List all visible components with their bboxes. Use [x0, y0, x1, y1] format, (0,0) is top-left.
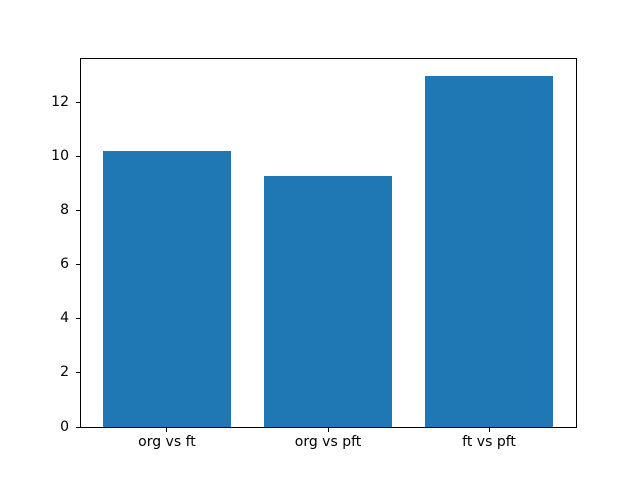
y-tick-mark	[76, 156, 80, 158]
y-tick-mark	[76, 102, 80, 104]
y-tick-label: 0	[60, 418, 69, 435]
bar-org-vs-ft	[102, 151, 232, 427]
x-tick-label: org vs ft	[138, 434, 196, 450]
x-tick-label: org vs pft	[294, 434, 362, 450]
y-tick-mark	[76, 426, 80, 428]
x-tick-label: ft vs pft	[462, 434, 516, 450]
y-tick-label: 6	[60, 256, 69, 273]
bar-ft-vs-pft	[424, 75, 554, 427]
y-tick-label: 12	[51, 94, 69, 111]
x-tick-mark	[488, 428, 490, 432]
y-tick-mark	[76, 318, 80, 320]
y-tick-label: 2	[60, 364, 69, 381]
bar-org-vs-pft	[263, 175, 393, 427]
y-tick-mark	[76, 264, 80, 266]
y-tick-label: 4	[60, 310, 69, 327]
x-tick-mark	[166, 428, 168, 432]
x-tick-mark	[327, 428, 329, 432]
y-tick-label: 8	[60, 202, 69, 219]
y-tick-label: 10	[51, 148, 69, 165]
y-tick-mark	[76, 210, 80, 212]
y-tick-mark	[76, 372, 80, 374]
